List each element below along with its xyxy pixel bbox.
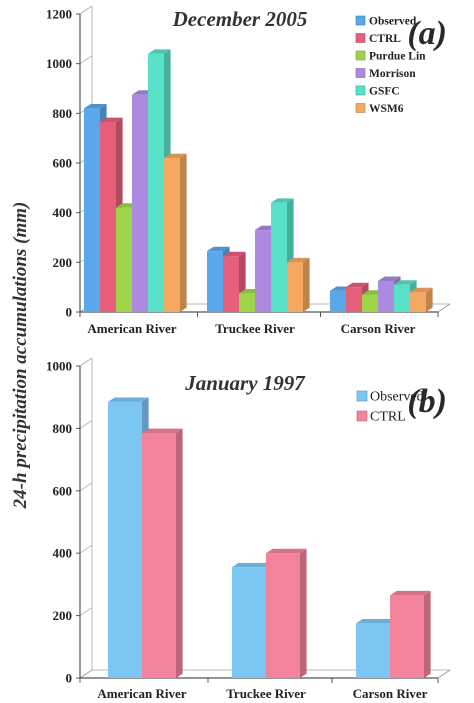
y-tick-label: 600 xyxy=(53,483,73,498)
panel-label: (b) xyxy=(407,383,447,420)
bar xyxy=(266,548,307,678)
y-tick-label: 0 xyxy=(66,671,73,686)
legend-swatch xyxy=(355,33,366,43)
y-tick-label: 400 xyxy=(53,205,73,220)
legend-label: Purdue Lin xyxy=(369,51,426,63)
grid-line xyxy=(79,420,93,429)
x-category-label: Carson River xyxy=(353,686,428,701)
grid-line xyxy=(79,55,93,64)
legend-swatch xyxy=(355,15,366,26)
legend: Observed CTRL xyxy=(356,390,424,425)
legend-label: CTRL xyxy=(369,33,401,45)
y-tick-label: 1000 xyxy=(46,56,72,71)
bar xyxy=(142,428,183,678)
y-tick-label: 400 xyxy=(53,546,73,561)
legend-label: GSFC xyxy=(369,86,400,98)
panel-a-chart: 0 200 400 600 800 1000 1200 American River Truck… xyxy=(46,5,451,336)
legend-swatch xyxy=(355,68,366,78)
grid-line xyxy=(79,482,93,492)
legend-swatch xyxy=(356,390,368,402)
x-category-label: Truckee River xyxy=(215,321,295,336)
grid-line xyxy=(79,5,93,15)
bar xyxy=(410,287,433,312)
grid-line xyxy=(79,607,93,616)
bar xyxy=(390,590,431,678)
y-tick-label: 800 xyxy=(53,421,73,436)
chart-title: December 2005 xyxy=(172,7,308,31)
legend-label: Morrison xyxy=(369,68,416,80)
legend: Observed CTRL Purdue Lin Morrison GSFC WSM6 xyxy=(355,15,426,115)
y-tick-label: 200 xyxy=(53,608,73,623)
chart-title: January 1997 xyxy=(184,371,306,395)
y-tick-label: 200 xyxy=(53,255,73,270)
bar xyxy=(164,153,187,312)
bar xyxy=(287,257,310,312)
x-category-label: Truckee River xyxy=(226,686,306,701)
legend-label: WSM6 xyxy=(369,103,404,115)
legend-swatch xyxy=(355,50,366,61)
y-tick-label: 1000 xyxy=(46,359,72,374)
panel-b-chart: 0 200 400 600 800 1000 American River Truckee R… xyxy=(46,357,451,701)
x-category-label: Carson River xyxy=(341,321,416,336)
y-tick-label: 800 xyxy=(53,106,73,121)
x-category-label: American River xyxy=(87,321,176,336)
y-tick-label: 1200 xyxy=(46,7,72,22)
legend-label: Observed xyxy=(370,390,424,405)
grid-line xyxy=(79,669,93,679)
legend-label: CTRL xyxy=(370,410,406,425)
y-axis-label: 24-h precipitation accumulations (mm) xyxy=(10,202,31,510)
legend-label: Observed xyxy=(369,16,417,28)
grid-line xyxy=(79,544,93,554)
y-tick-label: 0 xyxy=(66,305,73,320)
grid-line xyxy=(79,357,93,367)
panel-label: (a) xyxy=(407,15,447,52)
y-tick-label: 600 xyxy=(53,156,73,171)
legend-swatch xyxy=(355,85,366,96)
x-category-label: American River xyxy=(97,686,186,701)
legend-swatch xyxy=(356,410,368,422)
legend-swatch xyxy=(355,103,366,113)
